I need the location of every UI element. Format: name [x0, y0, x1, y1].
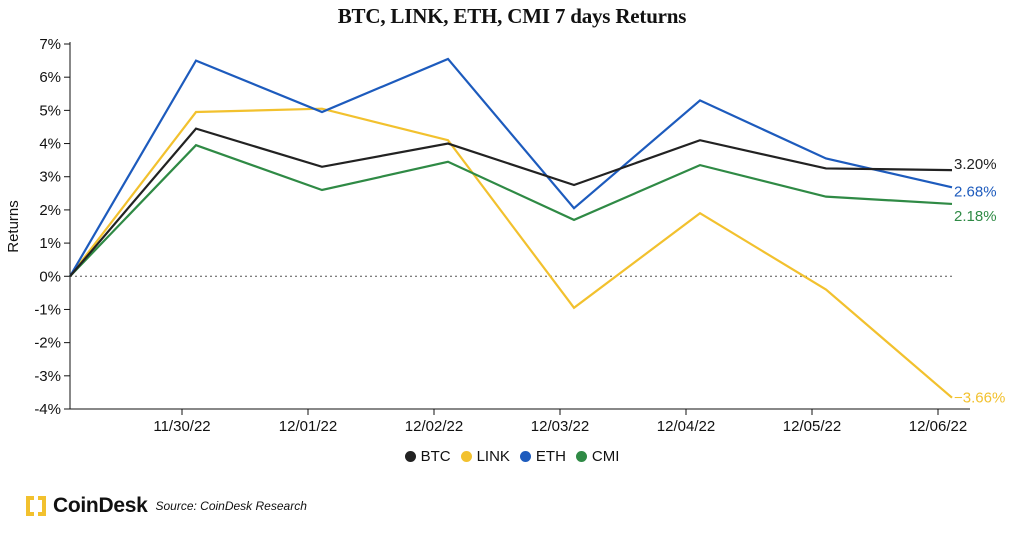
end-label-cmi: 2.18% — [954, 208, 997, 225]
series-line-eth — [69, 57, 953, 277]
chart-legend: BTC LINK ETH CMI — [0, 448, 1024, 465]
legend-label-btc: BTC — [420, 448, 451, 465]
series-line-cmi — [69, 143, 953, 278]
end-label-btc: 3.20% — [954, 156, 997, 173]
source-note: Source: CoinDesk Research — [155, 499, 307, 513]
y-tick-label: 2% — [39, 202, 61, 219]
legend-label-eth: ETH — [535, 448, 566, 465]
legend-dot-cmi — [575, 451, 587, 462]
brand-name: CoinDesk — [53, 494, 148, 517]
legend-item-btc: BTC — [404, 448, 451, 465]
end-label-link: −3.66% — [954, 390, 1005, 407]
x-tick-label: 12/04/22 — [657, 418, 715, 435]
x-tick-label: 11/30/22 — [153, 418, 210, 435]
y-tick-label: -3% — [34, 368, 61, 385]
chart-title: BTC, LINK, ETH, CMI 7 days Returns — [337, 4, 687, 28]
y-tick-label: 6% — [39, 69, 61, 86]
footer: CoinDesk Source: CoinDesk Research — [24, 494, 307, 518]
x-tick-label: 12/02/22 — [405, 418, 463, 435]
legend-item-eth: ETH — [519, 448, 566, 465]
y-tick-label: 1% — [39, 235, 61, 252]
y-axis-label: Returns — [5, 200, 22, 253]
coindesk-logo-icon — [26, 496, 46, 516]
y-tick-label: 0% — [39, 268, 61, 285]
x-tick-label: 12/03/22 — [531, 418, 589, 435]
legend-dot-link — [460, 451, 472, 462]
series-line-link — [69, 107, 953, 399]
end-label-eth: 2.68% — [954, 183, 997, 200]
series-line-btc — [69, 127, 953, 277]
y-tick-label: -2% — [34, 335, 61, 352]
line-chart: 7% 6% 5% 4% 3% 2% 1% 0% -1% -2% -3% -4% 11/30/22 12/0… — [5, 36, 1005, 435]
y-tick-label: 4% — [39, 136, 61, 153]
legend-item-cmi: CMI — [575, 448, 620, 465]
x-tick-label: 12/06/22 — [909, 418, 967, 435]
legend-dot-btc — [404, 451, 416, 462]
y-tick-label: -4% — [34, 401, 61, 418]
legend-dot-eth — [519, 451, 531, 462]
y-tick-label: 7% — [39, 36, 61, 53]
x-tick-label: 12/05/22 — [783, 418, 841, 435]
legend-label-cmi: CMI — [591, 448, 620, 465]
legend-label-link: LINK — [476, 448, 510, 465]
y-tick-label: -1% — [34, 301, 61, 318]
legend-item-link: LINK — [460, 448, 510, 465]
y-tick-label: 3% — [39, 169, 61, 186]
y-tick-label: 5% — [39, 102, 61, 119]
x-tick-label: 12/01/22 — [279, 418, 337, 435]
